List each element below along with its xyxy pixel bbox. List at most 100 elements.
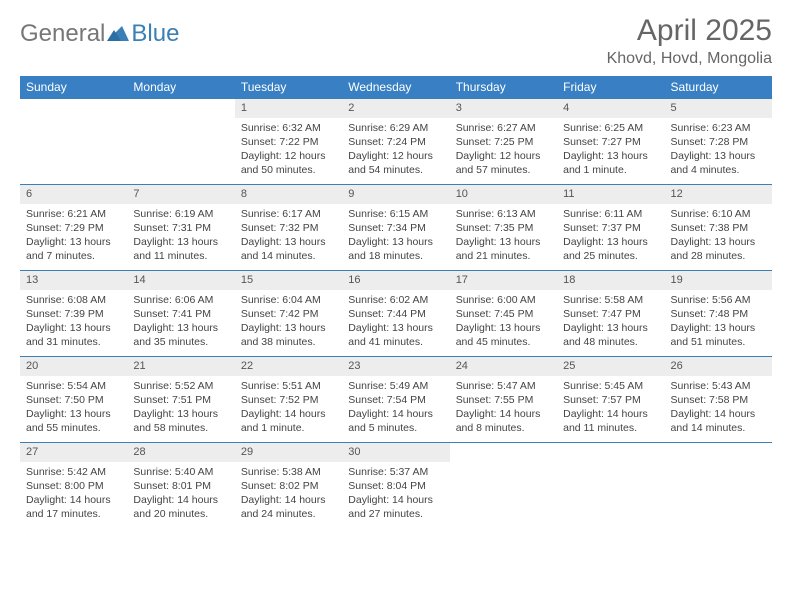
calendar-day-cell: 10 Sunrise: 6:13 AMSunset: 7:35 PMDayligh… [450, 185, 557, 271]
month-title: April 2025 [607, 14, 772, 48]
daylight-text: Daylight: 12 hours and 57 minutes. [456, 149, 551, 177]
sunrise-text: Sunrise: 5:51 AM [241, 379, 336, 393]
day-details: Sunrise: 6:32 AMSunset: 7:22 PMDaylight:… [235, 118, 342, 182]
day-details: Sunrise: 6:27 AMSunset: 7:25 PMDaylight:… [450, 118, 557, 182]
day-details: Sunrise: 5:40 AMSunset: 8:01 PMDaylight:… [127, 462, 234, 526]
day-details: Sunrise: 5:47 AMSunset: 7:55 PMDaylight:… [450, 376, 557, 440]
sunrise-text: Sunrise: 6:04 AM [241, 293, 336, 307]
calendar-day-cell: 18Sunrise: 5:58 AMSunset: 7:47 PMDayligh… [557, 271, 664, 357]
sunset-text: Sunset: 7:28 PM [671, 135, 766, 149]
calendar-day-cell: 3Sunrise: 6:27 AMSunset: 7:25 PMDaylight… [450, 99, 557, 185]
weekday-header-row: Sunday Monday Tuesday Wednesday Thursday… [20, 76, 772, 99]
daylight-text: Daylight: 13 hours and 48 minutes. [563, 321, 658, 349]
sunset-text: Sunset: 7:29 PM [26, 221, 121, 235]
day-details: Sunrise: 5:43 AMSunset: 7:58 PMDaylight:… [665, 376, 772, 440]
location: Khovd, Hovd, Mongolia [607, 50, 772, 68]
day-number: 24 [450, 357, 557, 376]
day-details: Sunrise: 6:02 AMSunset: 7:44 PMDaylight:… [342, 290, 449, 354]
calendar-day-cell: 25Sunrise: 5:45 AMSunset: 7:57 PMDayligh… [557, 357, 664, 443]
day-number: 7 [127, 185, 234, 204]
calendar-day-cell: .. [20, 99, 127, 185]
sunset-text: Sunset: 7:52 PM [241, 393, 336, 407]
calendar-page: General Blue April 2025 Khovd, Hovd, Mon… [0, 0, 792, 543]
sunrise-text: Sunrise: 6:06 AM [133, 293, 228, 307]
day-details: Sunrise: 6:11 AMSunset: 7:37 PMDaylight:… [557, 204, 664, 268]
day-number: 23 [342, 357, 449, 376]
day-number: 4 [557, 99, 664, 118]
day-number: 5 [665, 99, 772, 118]
day-number: 17 [450, 271, 557, 290]
calendar-day-cell: 28Sunrise: 5:40 AMSunset: 8:01 PMDayligh… [127, 443, 234, 529]
sunrise-text: Sunrise: 6:27 AM [456, 121, 551, 135]
sunset-text: Sunset: 7:32 PM [241, 221, 336, 235]
sunrise-text: Sunrise: 6:17 AM [241, 207, 336, 221]
calendar-day-cell: 22Sunrise: 5:51 AMSunset: 7:52 PMDayligh… [235, 357, 342, 443]
sunrise-text: Sunrise: 5:52 AM [133, 379, 228, 393]
day-number: 10 [450, 185, 557, 204]
weekday-header: Thursday [450, 76, 557, 99]
daylight-text: Daylight: 13 hours and 7 minutes. [26, 235, 121, 263]
day-details: Sunrise: 6:17 AMSunset: 7:32 PMDaylight:… [235, 204, 342, 268]
calendar-day-cell: 5Sunrise: 6:23 AMSunset: 7:28 PMDaylight… [665, 99, 772, 185]
sunrise-text: Sunrise: 6:15 AM [348, 207, 443, 221]
daylight-text: Daylight: 14 hours and 11 minutes. [563, 407, 658, 435]
calendar-day-cell: 30Sunrise: 5:37 AMSunset: 8:04 PMDayligh… [342, 443, 449, 529]
daylight-text: Daylight: 13 hours and 21 minutes. [456, 235, 551, 263]
day-details: Sunrise: 6:29 AMSunset: 7:24 PMDaylight:… [342, 118, 449, 182]
weekday-header: Saturday [665, 76, 772, 99]
sunrise-text: Sunrise: 6:08 AM [26, 293, 121, 307]
day-number: 15 [235, 271, 342, 290]
day-number: 20 [20, 357, 127, 376]
sunset-text: Sunset: 7:34 PM [348, 221, 443, 235]
calendar-week-row: 13Sunrise: 6:08 AMSunset: 7:39 PMDayligh… [20, 271, 772, 357]
calendar-day-cell: 7Sunrise: 6:19 AMSunset: 7:31 PMDaylight… [127, 185, 234, 271]
day-number: 11 [557, 185, 664, 204]
calendar-day-cell: 4Sunrise: 6:25 AMSunset: 7:27 PMDaylight… [557, 99, 664, 185]
sunrise-text: Sunrise: 6:02 AM [348, 293, 443, 307]
calendar-day-cell: 19Sunrise: 5:56 AMSunset: 7:48 PMDayligh… [665, 271, 772, 357]
daylight-text: Daylight: 14 hours and 1 minute. [241, 407, 336, 435]
calendar-day-cell: .. [127, 99, 234, 185]
title-block: April 2025 Khovd, Hovd, Mongolia [607, 14, 772, 68]
calendar-day-cell: 11Sunrise: 6:11 AMSunset: 7:37 PMDayligh… [557, 185, 664, 271]
day-number: 8 [235, 185, 342, 204]
day-number: 26 [665, 357, 772, 376]
daylight-text: Daylight: 13 hours and 35 minutes. [133, 321, 228, 349]
day-number: 3 [450, 99, 557, 118]
sunrise-text: Sunrise: 5:47 AM [456, 379, 551, 393]
daylight-text: Daylight: 13 hours and 14 minutes. [241, 235, 336, 263]
weekday-header: Wednesday [342, 76, 449, 99]
day-details: Sunrise: 6:15 AMSunset: 7:34 PMDaylight:… [342, 204, 449, 268]
sunrise-text: Sunrise: 6:29 AM [348, 121, 443, 135]
day-details: Sunrise: 6:25 AMSunset: 7:27 PMDaylight:… [557, 118, 664, 182]
calendar-day-cell: .. [450, 443, 557, 529]
sunset-text: Sunset: 7:55 PM [456, 393, 551, 407]
weekday-header: Sunday [20, 76, 127, 99]
sunrise-text: Sunrise: 5:58 AM [563, 293, 658, 307]
day-number: 28 [127, 443, 234, 462]
day-details: Sunrise: 5:45 AMSunset: 7:57 PMDaylight:… [557, 376, 664, 440]
calendar-day-cell: 20Sunrise: 5:54 AMSunset: 7:50 PMDayligh… [20, 357, 127, 443]
brand-logo: General Blue [20, 14, 179, 48]
calendar-day-cell: 13Sunrise: 6:08 AMSunset: 7:39 PMDayligh… [20, 271, 127, 357]
day-details: Sunrise: 6:10 AMSunset: 7:38 PMDaylight:… [665, 204, 772, 268]
brand-triangle-icon [107, 20, 129, 48]
sunset-text: Sunset: 7:35 PM [456, 221, 551, 235]
daylight-text: Daylight: 14 hours and 24 minutes. [241, 493, 336, 521]
sunset-text: Sunset: 8:01 PM [133, 479, 228, 493]
weekday-header: Friday [557, 76, 664, 99]
calendar-week-row: 6Sunrise: 6:21 AMSunset: 7:29 PMDaylight… [20, 185, 772, 271]
sunrise-text: Sunrise: 6:13 AM [456, 207, 551, 221]
calendar-body: ....1Sunrise: 6:32 AMSunset: 7:22 PMDayl… [20, 99, 772, 529]
day-details: Sunrise: 5:37 AMSunset: 8:04 PMDaylight:… [342, 462, 449, 526]
sunset-text: Sunset: 7:50 PM [26, 393, 121, 407]
day-details: Sunrise: 5:38 AMSunset: 8:02 PMDaylight:… [235, 462, 342, 526]
brand-part2: Blue [131, 20, 179, 48]
day-number: 6 [20, 185, 127, 204]
sunset-text: Sunset: 7:58 PM [671, 393, 766, 407]
calendar-day-cell: 6Sunrise: 6:21 AMSunset: 7:29 PMDaylight… [20, 185, 127, 271]
sunrise-text: Sunrise: 6:19 AM [133, 207, 228, 221]
daylight-text: Daylight: 14 hours and 27 minutes. [348, 493, 443, 521]
calendar-day-cell: 17Sunrise: 6:00 AMSunset: 7:45 PMDayligh… [450, 271, 557, 357]
day-details: Sunrise: 5:42 AMSunset: 8:00 PMDaylight:… [20, 462, 127, 526]
